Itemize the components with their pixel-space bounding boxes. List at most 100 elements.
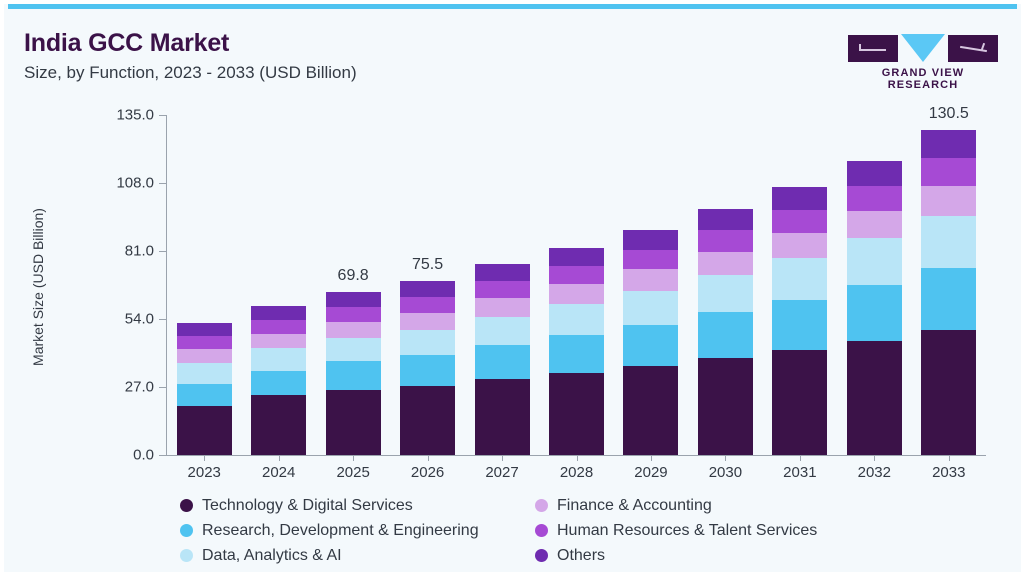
bar-segment[interactable] <box>251 319 307 334</box>
bar-segment[interactable] <box>176 335 232 349</box>
bar-segment[interactable] <box>549 284 604 305</box>
bar-segment[interactable] <box>549 304 604 336</box>
legend-label: Technology & Digital Services <box>202 496 413 514</box>
y-tick-mark <box>159 115 166 116</box>
legend-item[interactable]: Research, Development & Engineering <box>180 518 479 543</box>
bar-segment[interactable] <box>921 215 977 269</box>
bar-segment[interactable] <box>772 186 828 210</box>
x-tick-mark <box>650 455 652 461</box>
bar-segment[interactable] <box>846 341 902 455</box>
bar-segment[interactable] <box>251 394 307 455</box>
bar-segment[interactable] <box>251 305 307 320</box>
bar-segment[interactable] <box>697 208 753 231</box>
bar-segment[interactable] <box>400 296 456 313</box>
bar-segment[interactable] <box>325 292 381 308</box>
bar-segment[interactable] <box>921 130 977 159</box>
bar-segment[interactable] <box>549 247 604 266</box>
bar-segment[interactable] <box>846 160 902 186</box>
bar-stack[interactable] <box>549 247 604 455</box>
bar-segment[interactable] <box>400 355 456 387</box>
bar-segment[interactable] <box>772 350 828 455</box>
bar-segment[interactable] <box>176 363 232 384</box>
bar-segment[interactable] <box>846 185 902 211</box>
bar-segment[interactable] <box>846 285 902 342</box>
bar-segment[interactable] <box>474 298 530 317</box>
bar-stack[interactable] <box>697 208 753 455</box>
bar-segment[interactable] <box>325 307 381 323</box>
bar-segment[interactable] <box>474 281 530 299</box>
bar-segment[interactable] <box>176 405 232 455</box>
bar-segment[interactable] <box>400 386 456 455</box>
bar-segment[interactable] <box>474 344 530 379</box>
bar-segment[interactable] <box>176 383 232 406</box>
bar-segment[interactable] <box>772 258 828 300</box>
bar-stack[interactable]: 75.5 <box>400 256 456 455</box>
legend-item[interactable]: Finance & Accounting <box>535 493 817 518</box>
y-axis-title: Market Size (USD Billion) <box>30 208 46 366</box>
bar-stack[interactable] <box>846 160 902 455</box>
bar-segment[interactable] <box>623 366 679 455</box>
legend-color-swatch <box>535 499 548 512</box>
x-tick-label: 2031 <box>783 464 817 481</box>
legend-item[interactable]: Others <box>535 543 817 568</box>
legend-label: Research, Development & Engineering <box>202 521 479 539</box>
bar-segment[interactable] <box>549 335 604 373</box>
bar-stack[interactable] <box>176 322 232 455</box>
plot-area: Market Size (USD Billion) 0.0 27.0 54.0 81.… <box>4 9 1021 572</box>
bar-segment[interactable] <box>325 337 381 362</box>
bar-segment[interactable] <box>623 269 679 292</box>
bar-segment[interactable] <box>474 316 530 345</box>
legend-label: Data, Analytics & AI <box>202 546 342 564</box>
x-tick-mark <box>576 455 578 461</box>
bar-segment[interactable] <box>474 378 530 455</box>
bar-segment[interactable] <box>623 249 679 270</box>
bar-stack[interactable] <box>474 264 530 455</box>
bar-segment[interactable] <box>921 268 977 331</box>
y-tick-label: 135.0 <box>116 106 154 124</box>
bar-segment[interactable] <box>176 349 232 364</box>
bar-stack[interactable] <box>251 305 307 455</box>
bar-segment[interactable] <box>251 333 307 349</box>
bar-segment[interactable] <box>623 324 679 367</box>
bar-segment[interactable] <box>697 312 753 359</box>
legend-item[interactable]: Human Resources & Talent Services <box>535 518 817 543</box>
legend-column-right: Finance & Accounting Human Resources & Ta… <box>535 493 817 568</box>
y-tick-mark <box>159 455 166 456</box>
bar-segment[interactable] <box>772 232 828 259</box>
bar-segment[interactable] <box>772 299 828 351</box>
y-tick-mark <box>159 319 166 320</box>
bar-segment[interactable] <box>623 229 679 250</box>
bar-segment[interactable] <box>921 158 977 186</box>
bar-segment[interactable] <box>549 265 604 285</box>
bar-segment[interactable] <box>474 264 530 282</box>
bar-segment[interactable] <box>921 330 977 455</box>
legend-label: Human Resources & Talent Services <box>557 521 818 539</box>
bar-segment[interactable] <box>176 322 232 336</box>
bar-segment[interactable] <box>325 390 381 455</box>
legend-item[interactable]: Data, Analytics & AI <box>180 543 479 568</box>
bar-segment[interactable] <box>623 291 679 325</box>
bar-segment[interactable] <box>697 274 753 313</box>
bar-segment[interactable] <box>325 361 381 391</box>
bar-segment[interactable] <box>400 312 456 330</box>
bar-segment[interactable] <box>846 238 902 286</box>
bar-segment[interactable] <box>400 329 456 356</box>
bar-segment[interactable] <box>400 281 456 297</box>
legend-item[interactable]: Technology & Digital Services <box>180 493 479 518</box>
bar-segment[interactable] <box>325 322 381 338</box>
bar-segment[interactable] <box>251 348 307 371</box>
bar-segment[interactable] <box>251 370 307 395</box>
bar-segment[interactable] <box>697 251 753 275</box>
bar-segment[interactable] <box>549 372 604 455</box>
bar-stack[interactable]: 130.5 <box>921 105 977 455</box>
bar-stack[interactable] <box>772 186 828 455</box>
bar-segment[interactable] <box>846 211 902 239</box>
bar-stack[interactable] <box>623 229 679 455</box>
bar-segment[interactable] <box>697 358 753 455</box>
x-tick-label: 2027 <box>485 464 519 481</box>
bar-segment[interactable] <box>921 185 977 216</box>
bar-segment[interactable] <box>772 209 828 233</box>
bar-segment[interactable] <box>697 230 753 252</box>
bar-stack[interactable]: 69.8 <box>325 267 381 455</box>
y-tick-label: 27.0 <box>124 378 154 396</box>
